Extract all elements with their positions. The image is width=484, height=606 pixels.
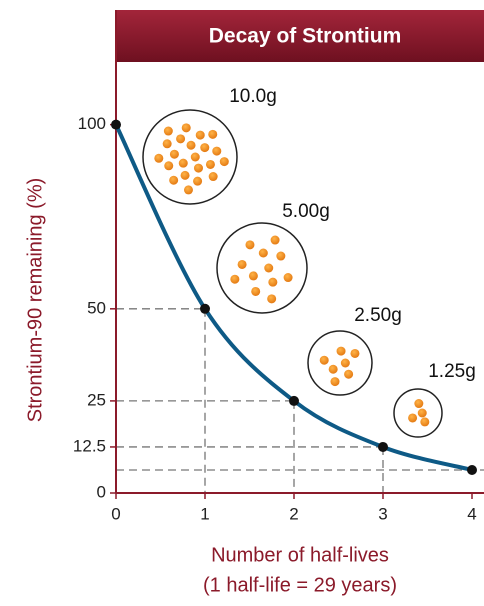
- atom-dot: [251, 287, 260, 296]
- atom-dot: [179, 159, 188, 168]
- chart-title: Decay of Strontium: [209, 25, 402, 48]
- atom-dot: [350, 349, 359, 358]
- atom-dot: [418, 409, 427, 418]
- atom-dot: [187, 141, 196, 150]
- atom-dot: [176, 134, 185, 143]
- data-point: [200, 304, 210, 314]
- atom-dot: [230, 275, 239, 284]
- x-axis-title: Number of half-lives: [211, 544, 389, 566]
- atom-dot: [196, 131, 205, 140]
- x-tick-label: 0: [111, 504, 120, 523]
- atom-dot: [181, 171, 190, 180]
- sample-circle: [308, 331, 372, 395]
- atom-dot: [220, 157, 229, 166]
- mass-label: 1.25g: [428, 361, 476, 382]
- x-tick-label: 3: [378, 504, 387, 523]
- y-tick-label: 0: [97, 482, 106, 501]
- atom-dot: [341, 359, 350, 368]
- atom-dot: [420, 417, 429, 426]
- atom-dot: [414, 399, 423, 408]
- y-axis-title: Strontium-90 remaining (%): [24, 178, 46, 423]
- data-point: [289, 396, 299, 406]
- data-point: [467, 465, 477, 475]
- atom-dot: [193, 177, 202, 186]
- atom-dot: [208, 130, 217, 139]
- atom-dot: [337, 347, 346, 356]
- atom-dot: [268, 278, 277, 287]
- atom-dot: [276, 252, 285, 261]
- atom-dot: [163, 139, 172, 148]
- atom-dot: [209, 172, 218, 181]
- sample-circle: [217, 223, 307, 313]
- atom-dot: [182, 123, 191, 132]
- data-point: [111, 120, 121, 130]
- atom-dot: [320, 356, 329, 365]
- atom-dot: [200, 143, 209, 152]
- atom-dot: [344, 370, 353, 379]
- chart: Decay of Strontium Strontium-90 remainin…: [0, 0, 484, 606]
- atom-dot: [284, 273, 293, 282]
- atom-dot: [329, 365, 338, 374]
- atom-dot: [238, 260, 247, 269]
- atom-dot: [212, 147, 221, 156]
- mass-label: 10.0g: [229, 86, 277, 107]
- atom-dot: [191, 153, 200, 162]
- y-tick-label: 25: [87, 390, 106, 409]
- atom-dot: [154, 154, 163, 163]
- atom-dot: [170, 150, 179, 159]
- atom-dot: [271, 236, 280, 245]
- mass-label: 5.00g: [282, 201, 330, 222]
- atom-dot: [408, 413, 417, 422]
- atom-dot: [164, 127, 173, 136]
- y-tick-label: 100: [78, 114, 106, 133]
- atom-dot: [169, 176, 178, 185]
- mass-label: 2.50g: [354, 305, 402, 326]
- y-tick-label: 50: [87, 298, 106, 317]
- data-point: [378, 442, 388, 452]
- atom-dot: [267, 294, 276, 303]
- atom-dot: [330, 377, 339, 386]
- atom-dot: [206, 160, 215, 169]
- x-tick-label: 4: [467, 504, 476, 523]
- atom-dot: [264, 264, 273, 273]
- y-tick-label: 12.5: [73, 436, 106, 455]
- atom-dot: [245, 240, 254, 249]
- atom-dot: [194, 164, 203, 173]
- x-tick-label: 1: [200, 504, 209, 523]
- atom-dot: [249, 271, 258, 280]
- atom-dot: [184, 185, 193, 194]
- x-tick-label: 2: [289, 504, 298, 523]
- atom-dot: [259, 248, 268, 257]
- x-axis-note: (1 half-life = 29 years): [203, 574, 397, 596]
- atom-dot: [164, 161, 173, 170]
